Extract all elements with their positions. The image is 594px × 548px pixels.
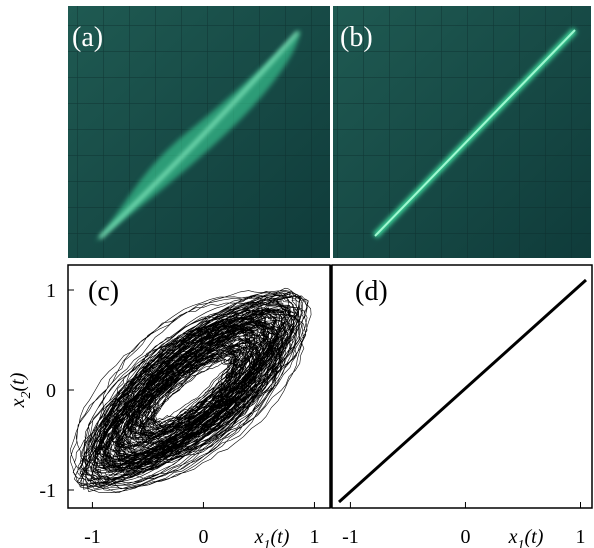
y-tick-label: 1 [46, 280, 56, 302]
axis-label-part: (t) [525, 526, 544, 548]
x-tick-label: 1 [309, 526, 319, 548]
panel-label: (c) [88, 276, 119, 307]
panel-label: (a) [72, 22, 103, 53]
trajectory-c [69, 287, 312, 494]
y-tick-label: 0 [46, 380, 56, 402]
axis-label: x2(t) [7, 372, 34, 408]
x-tick-label: 0 [460, 526, 470, 548]
trajectory-d [337, 278, 588, 504]
axis-label-part: (t) [7, 372, 29, 391]
photo-b: (b) [333, 6, 591, 258]
trajectory [337, 278, 588, 504]
axis-label-part: x [7, 398, 29, 408]
axis-label: x1(t) [508, 526, 544, 548]
x-tick-label: -1 [84, 526, 101, 548]
axis-label-part: x [508, 526, 518, 548]
x-tick-label: 0 [198, 526, 208, 548]
photo-a: (a) [68, 6, 330, 258]
axis-label-part: (t) [271, 526, 290, 548]
y-tick-label: -1 [39, 480, 56, 502]
trajectory [69, 287, 312, 494]
axis-label-sub: 1 [518, 538, 525, 548]
axis-label: x1(t) [254, 526, 290, 548]
x-tick-label: -1 [342, 526, 359, 548]
x-tick-label: 1 [575, 526, 585, 548]
axis-label-part: x [254, 526, 264, 548]
panel-label: (b) [340, 22, 373, 53]
panel-label: (d) [355, 276, 388, 307]
axis-label-sub: 2 [19, 392, 34, 399]
axis-label-sub: 1 [264, 538, 271, 548]
